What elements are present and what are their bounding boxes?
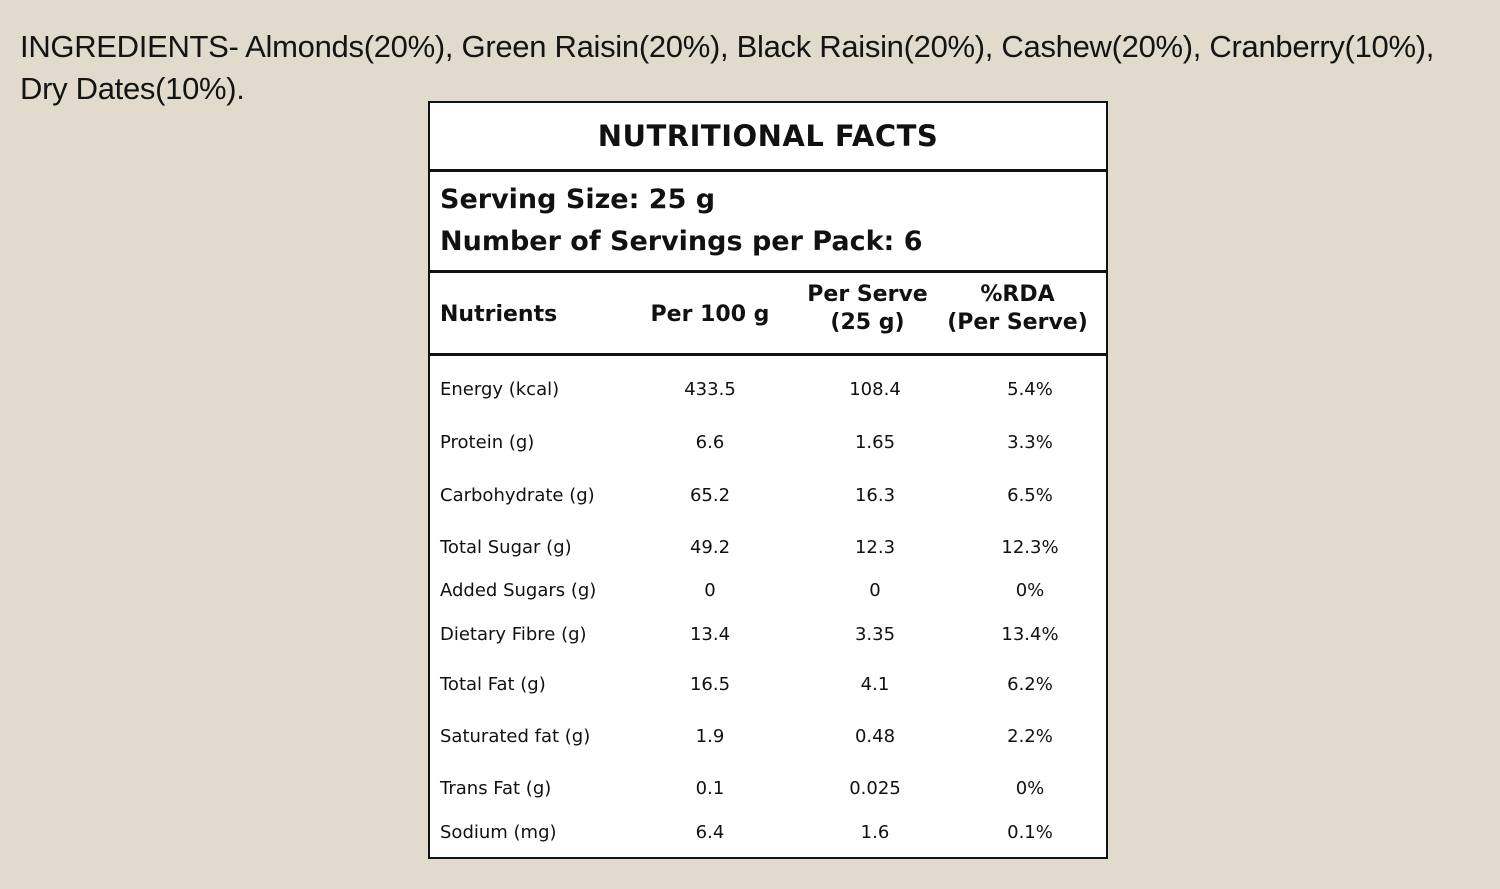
rda-value: 12.3%: [1001, 537, 1059, 558]
per-100g-value: 65.2: [689, 485, 731, 506]
header-rda-line-1: %RDA: [980, 282, 1055, 307]
per-serve-value: 0.025: [849, 778, 901, 799]
ingredients-text: INGREDIENTS- Almonds(20%), Green Raisin(…: [20, 26, 1500, 110]
nutrient-name: Protein (g): [440, 432, 535, 453]
per-serve-value: 16.3: [854, 485, 896, 506]
serving-info-section: Serving Size: 25 g Number of Servings pe…: [430, 172, 1106, 273]
header-per-100g: Per 100 g: [650, 302, 770, 327]
nutrition-facts-panel: NUTRITIONAL FACTS Serving Size: 25 g Num…: [428, 101, 1108, 859]
table-row: Total Fat (g) 16.5 4.1 6.2%: [430, 670, 1106, 700]
nutrient-name: Dietary Fibre (g): [440, 624, 587, 645]
per-100g-value: 6.6: [695, 432, 725, 453]
panel-title: NUTRITIONAL FACTS: [597, 119, 939, 153]
per-100g-value: 16.5: [689, 674, 731, 695]
ingredients-line-2: Dry Dates(10%).: [20, 71, 245, 106]
nutrient-name: Energy (kcal): [440, 379, 560, 400]
per-serve-value: 0.48: [854, 726, 896, 747]
header-per-serve-line-1: Per Serve: [807, 282, 928, 307]
table-row: Energy (kcal) 433.5 108.4 5.4%: [430, 375, 1106, 405]
table-row: Total Sugar (g) 49.2 12.3 12.3%: [430, 533, 1106, 563]
rda-value: 6.5%: [1007, 485, 1053, 506]
per-serve-value: 12.3: [854, 537, 896, 558]
nutrient-name: Total Fat (g): [440, 674, 546, 695]
rda-value: 6.2%: [1007, 674, 1053, 695]
rda-value: 5.4%: [1007, 379, 1053, 400]
per-100g-value: 1.9: [695, 726, 725, 747]
table-row: Trans Fat (g) 0.1 0.025 0%: [430, 774, 1106, 804]
per-serve-value: 3.35: [854, 624, 896, 645]
table-row: Dietary Fibre (g) 13.4 3.35 13.4%: [430, 620, 1106, 650]
rda-value: 13.4%: [1001, 624, 1059, 645]
nutrient-name: Added Sugars (g): [440, 580, 597, 601]
per-100g-value: 0: [704, 580, 716, 601]
rda-value: 2.2%: [1007, 726, 1053, 747]
per-serve-value: 1.6: [860, 822, 890, 843]
table-header: Nutrients Per 100 g Per Serve (25 g) %RD…: [430, 273, 1106, 356]
panel-title-section: NUTRITIONAL FACTS: [430, 103, 1106, 172]
nutrient-name: Sodium (mg): [440, 822, 557, 843]
per-serve-value: 4.1: [860, 674, 890, 695]
per-100g-value: 13.4: [689, 624, 731, 645]
nutrient-name: Total Sugar (g): [440, 537, 572, 558]
nutrient-name: Trans Fat (g): [440, 778, 552, 799]
table-row: Added Sugars (g) 0 0 0%: [430, 576, 1106, 606]
servings-per-pack: Number of Servings per Pack: 6: [440, 226, 923, 257]
header-nutrients: Nutrients: [440, 302, 558, 327]
header-rda: %RDA (Per Serve): [945, 281, 1090, 337]
per-100g-value: 433.5: [684, 379, 736, 400]
ingredients-line-1: INGREDIENTS- Almonds(20%), Green Raisin(…: [20, 29, 1435, 64]
nutrient-name: Saturated fat (g): [440, 726, 591, 747]
serving-size: Serving Size: 25 g: [440, 184, 716, 215]
per-serve-value: 0: [869, 580, 881, 601]
rda-value: 0.1%: [1007, 822, 1053, 843]
rda-value: 3.3%: [1007, 432, 1053, 453]
per-serve-value: 108.4: [849, 379, 901, 400]
per-100g-value: 6.4: [695, 822, 725, 843]
per-100g-value: 49.2: [689, 537, 731, 558]
rda-value: 0%: [1015, 580, 1045, 601]
table-row: Sodium (mg) 6.4 1.6 0.1%: [430, 818, 1106, 848]
table-row: Saturated fat (g) 1.9 0.48 2.2%: [430, 722, 1106, 752]
nutrient-name: Carbohydrate (g): [440, 485, 595, 506]
per-serve-value: 1.65: [854, 432, 896, 453]
table-row: Protein (g) 6.6 1.65 3.3%: [430, 428, 1106, 458]
header-per-serve: Per Serve (25 g): [800, 281, 935, 337]
table-row: Carbohydrate (g) 65.2 16.3 6.5%: [430, 481, 1106, 511]
header-rda-line-2: (Per Serve): [947, 310, 1088, 335]
per-100g-value: 0.1: [695, 778, 725, 799]
rda-value: 0%: [1015, 778, 1045, 799]
header-per-serve-line-2: (25 g): [830, 310, 905, 335]
